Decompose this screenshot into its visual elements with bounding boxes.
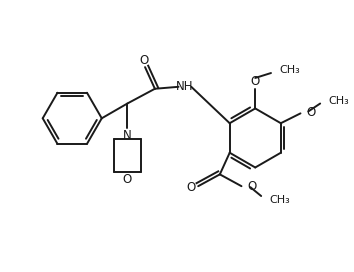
Text: O: O — [251, 75, 260, 88]
Text: CH₃: CH₃ — [280, 65, 301, 75]
Text: O: O — [307, 106, 316, 119]
Text: O: O — [247, 180, 257, 193]
Text: O: O — [187, 181, 196, 194]
Text: N: N — [123, 128, 132, 141]
Text: O: O — [123, 173, 132, 186]
Text: NH: NH — [176, 80, 193, 93]
Text: CH₃: CH₃ — [269, 195, 290, 205]
Text: CH₃: CH₃ — [328, 95, 349, 106]
Text: O: O — [139, 54, 149, 67]
